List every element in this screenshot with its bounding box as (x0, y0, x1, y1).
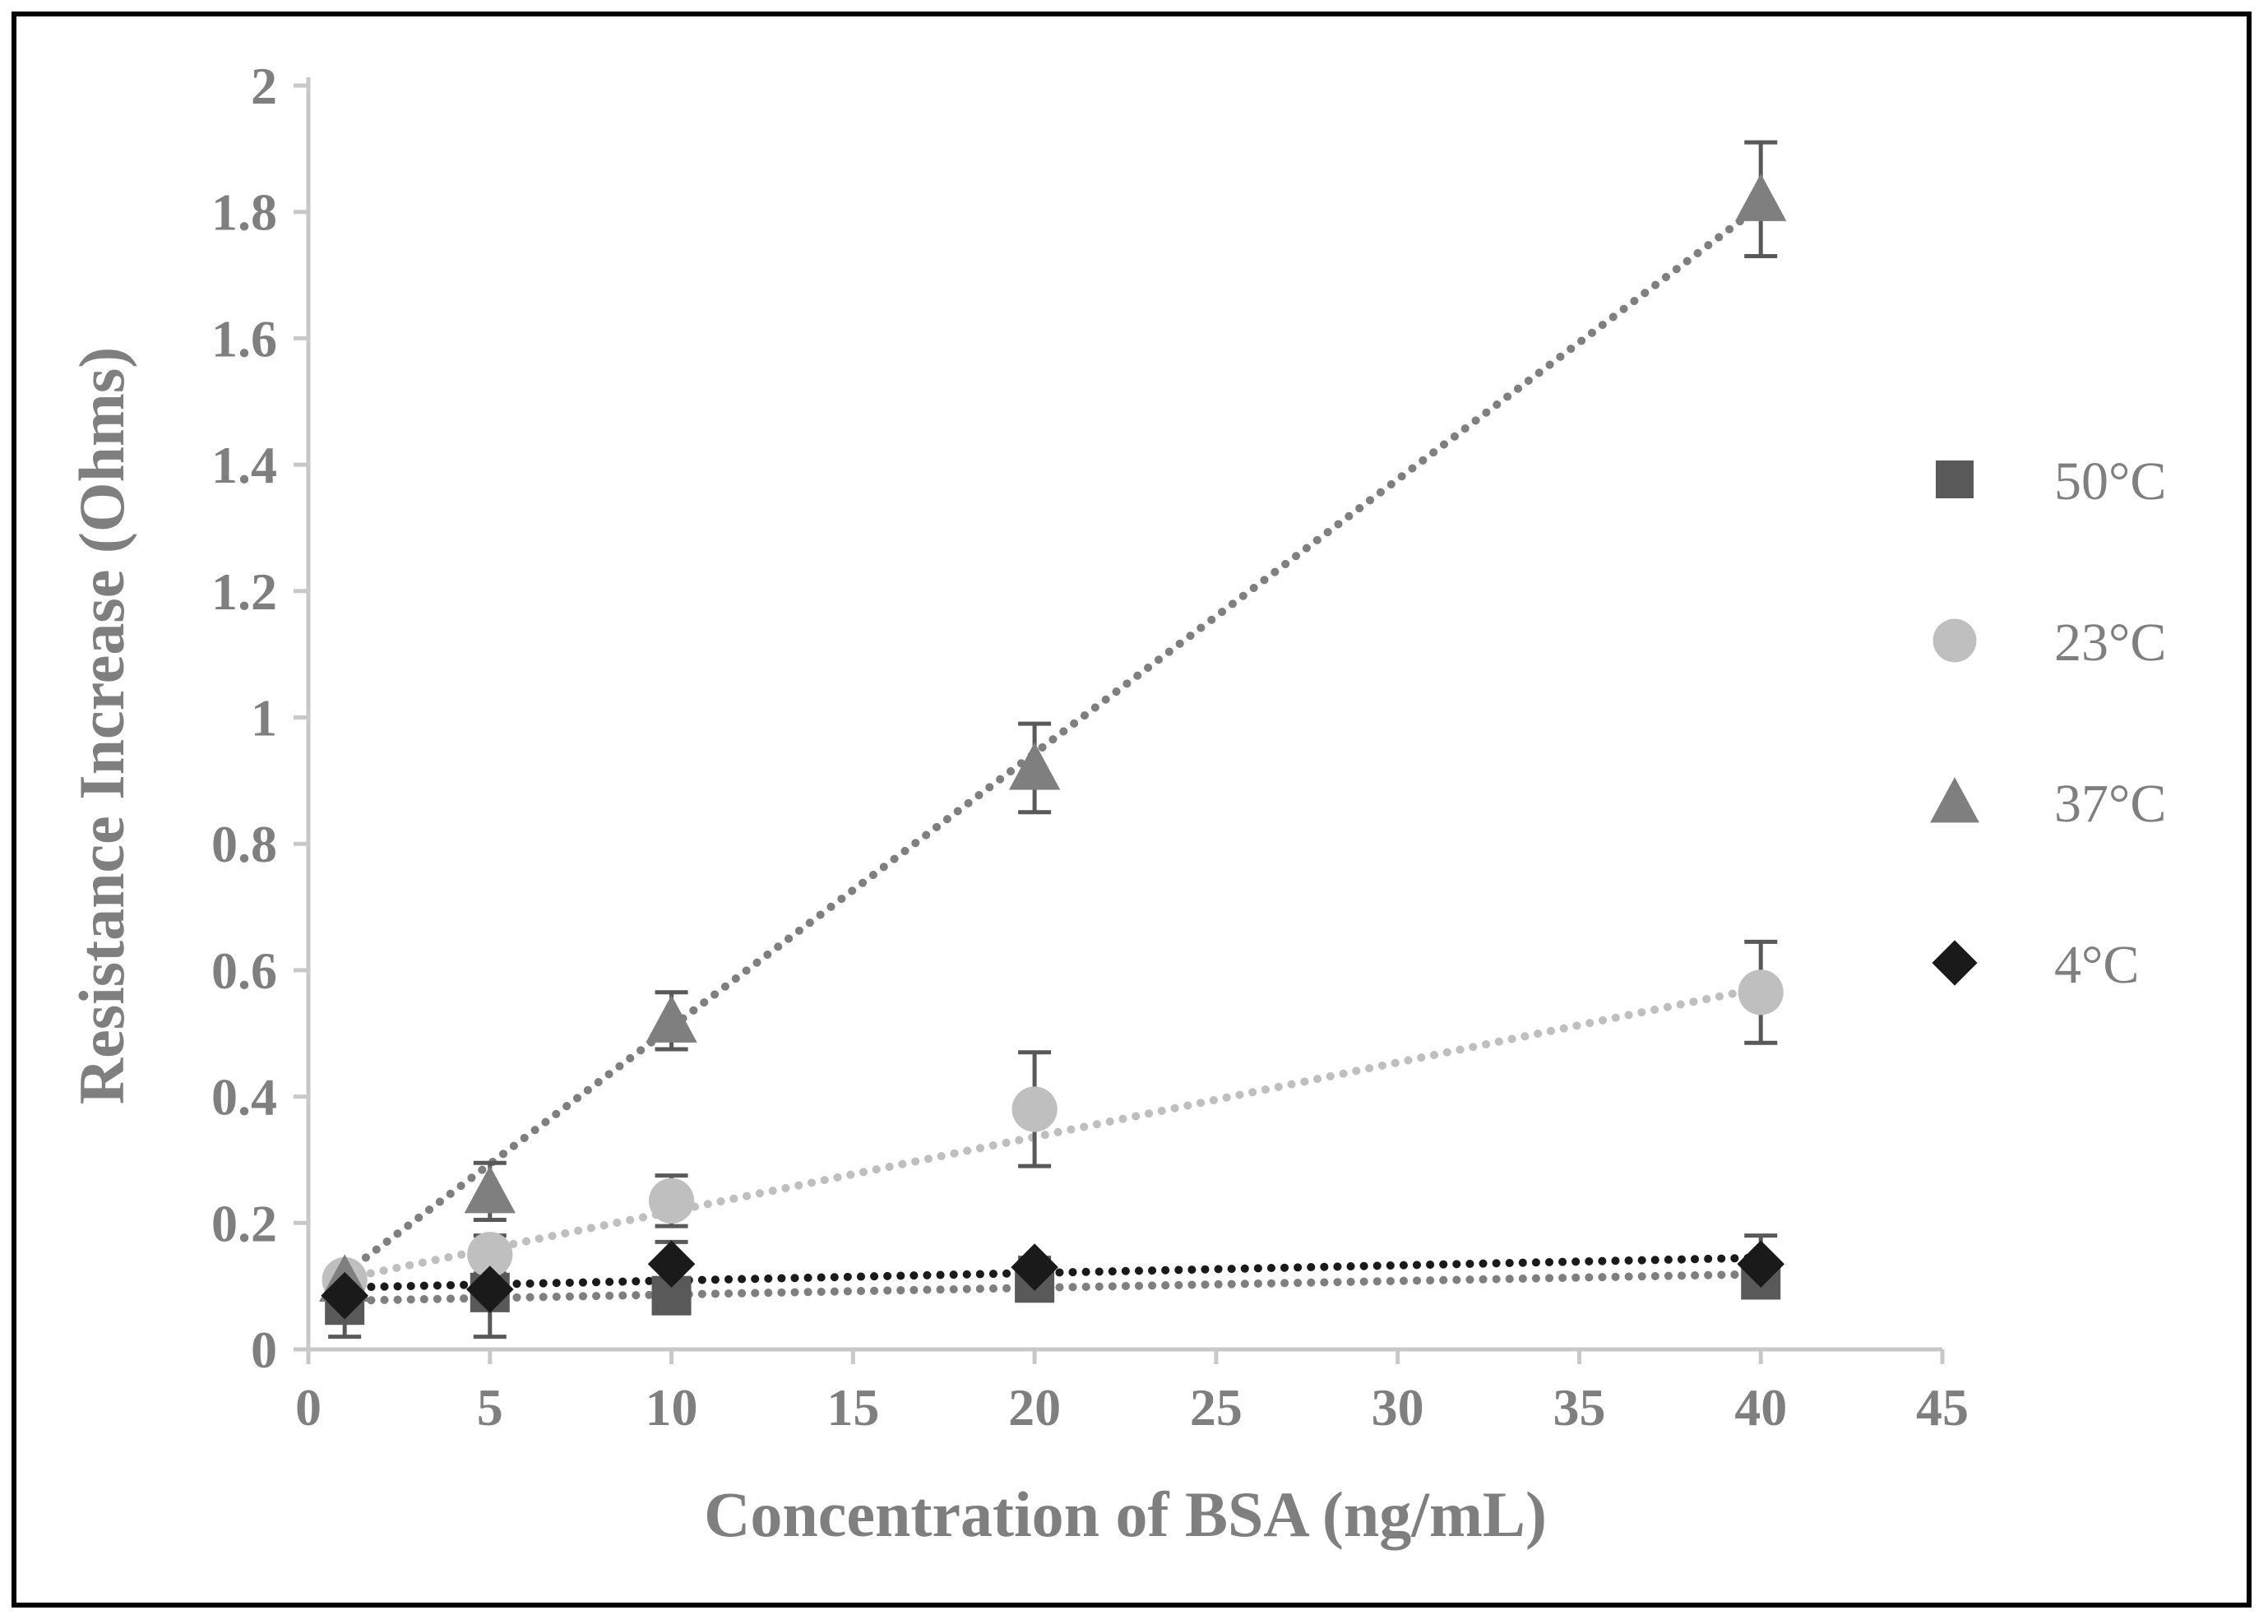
legend-marker-triangle (1930, 777, 1979, 823)
x-tick-label: 45 (1916, 1378, 1969, 1437)
trendlines (340, 201, 1766, 1305)
point-triangle (464, 1165, 516, 1214)
data-points (318, 174, 1787, 1326)
y-tick-label: 0.2 (211, 1194, 277, 1252)
point-circle (648, 1178, 695, 1224)
y-tick-label: 1.8 (211, 183, 277, 242)
point-circle (1738, 969, 1784, 1016)
x-tick-label: 20 (1008, 1378, 1061, 1437)
point-circle (1011, 1086, 1058, 1132)
x-tick-label: 0 (295, 1378, 322, 1437)
x-tick-label: 40 (1734, 1378, 1787, 1437)
point-triangle (1008, 742, 1061, 790)
legend-marker-square (1936, 460, 1974, 498)
legend-marker-circle (1932, 618, 1977, 663)
y-tick-label: 1 (251, 689, 277, 747)
tick-labels: 00.20.40.60.811.21.41.61.820 5 10 15 20 25 30 3… (211, 57, 1969, 1437)
y-tick-label: 2 (251, 57, 277, 115)
axes (294, 77, 1945, 1364)
point-diamond (1011, 1243, 1058, 1291)
point-circle (467, 1232, 513, 1278)
trendline-square (340, 1270, 1766, 1305)
x-tick-label: 5 (477, 1378, 503, 1437)
x-tick-label: 10 (646, 1378, 698, 1437)
y-tick-label: 0.4 (211, 1068, 277, 1127)
y-tick-label: 1.6 (211, 309, 277, 368)
trendline-triangle (340, 201, 1766, 1278)
point-triangle (646, 995, 697, 1043)
chart: 00.20.40.60.811.21.41.61.820 5 10 15 20 25 30 3… (66, 57, 2166, 1550)
legend-label-diamond: 4°C (2054, 935, 2139, 995)
x-tick-label: 15 (826, 1378, 879, 1437)
x-axis-title: Concentration of BSA (ng/mL) (704, 1478, 1547, 1550)
point-diamond (1737, 1240, 1785, 1289)
trendline-diamond (340, 1253, 1766, 1292)
point-triangle (1735, 174, 1787, 221)
legend-label-square: 50°C (2054, 451, 2166, 511)
x-tick-label: 30 (1372, 1378, 1424, 1437)
trendline-circle (340, 983, 1766, 1283)
legend: 50°C 23°C 37°C 4°C (1930, 451, 2166, 995)
y-tick-label: 0.8 (211, 815, 277, 873)
chart-frame: 0 0.2 0.4 0.6 0.8 1 1.2 1.4 1.6 1.8 2 0 5 10 15 20 25 30 3… (12, 12, 2252, 1608)
point-diamond (647, 1240, 696, 1289)
y-axis-title: Resistance Increase (Ohms) (66, 347, 137, 1104)
legend-label-triangle: 37°C (2054, 774, 2166, 834)
legend-label-circle: 23°C (2054, 613, 2166, 673)
y-tick-label: 1.4 (211, 436, 277, 494)
legend-marker-diamond (1932, 940, 1978, 986)
y-tick-label: 1.2 (211, 562, 277, 621)
y-tick-label: 0.6 (211, 942, 277, 1000)
y-tick-label: 0 (251, 1321, 277, 1379)
x-tick-label: 25 (1190, 1378, 1243, 1437)
x-tick-label: 35 (1553, 1378, 1605, 1437)
point-diamond (321, 1271, 368, 1320)
point-diamond (465, 1265, 514, 1313)
